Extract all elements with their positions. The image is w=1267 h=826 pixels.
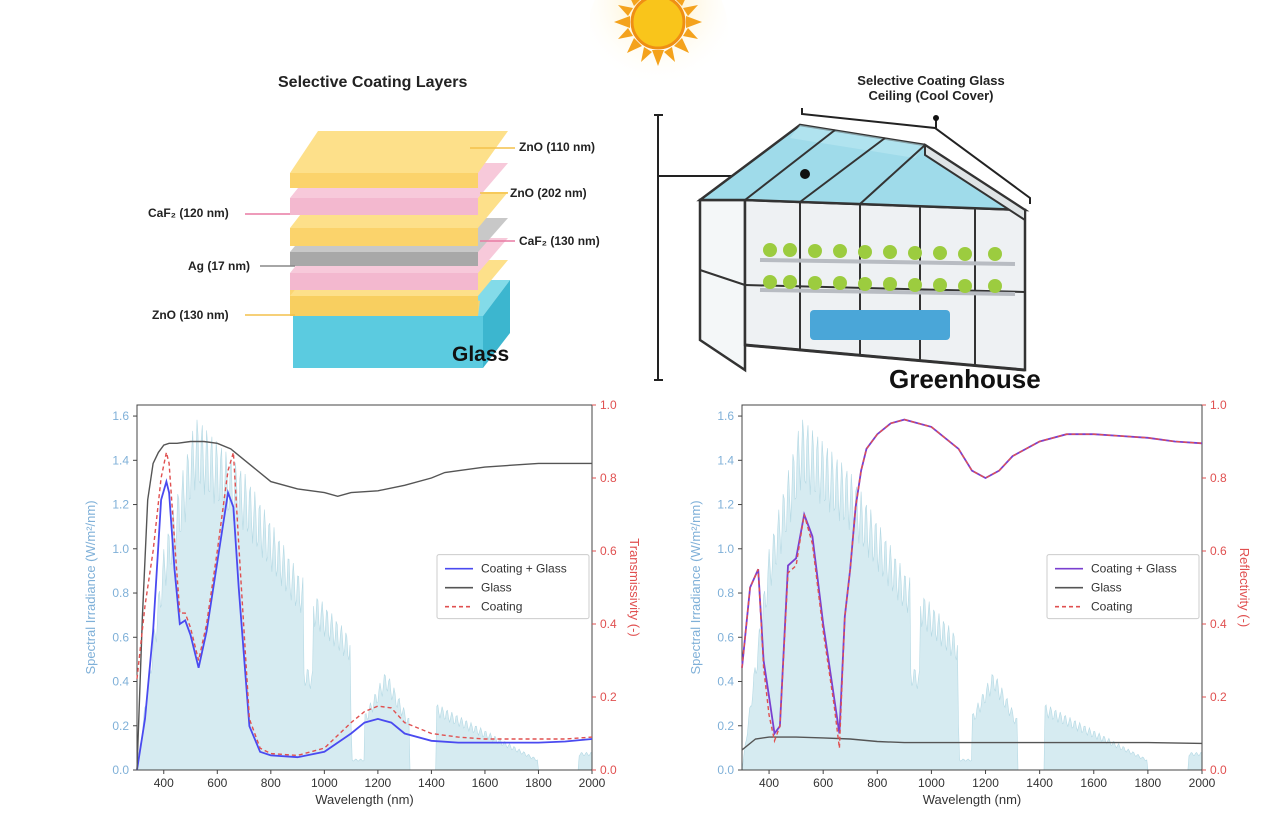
series-line-coating bbox=[741, 418, 1203, 749]
label-glass: Glass bbox=[452, 343, 510, 366]
y-left-tick-label: 0.0 bbox=[112, 763, 129, 777]
y-left-tick-label: 0.2 bbox=[717, 719, 734, 733]
y-right-tick-label: 0.2 bbox=[1210, 690, 1227, 704]
x-tick-label: 2000 bbox=[579, 776, 606, 790]
y-right-tick-label: 0.8 bbox=[600, 471, 617, 485]
greenhouse-illustration bbox=[696, 108, 1031, 373]
sun-icon bbox=[590, 0, 728, 100]
layer-caf2-120 bbox=[290, 198, 478, 215]
layer-stack bbox=[245, 131, 515, 368]
y-right-tick-label: 0.4 bbox=[600, 617, 617, 631]
x-tick-label: 1600 bbox=[1080, 776, 1107, 790]
label-caf2-130: CaF₂ (130 nm) bbox=[519, 234, 600, 248]
x-tick-label: 800 bbox=[261, 776, 281, 790]
y-right-tick-label: 0.6 bbox=[1210, 544, 1227, 558]
layer-zno-110 bbox=[290, 173, 478, 188]
legend-box bbox=[1046, 554, 1200, 620]
y-left-tick-label: 1.4 bbox=[717, 453, 734, 467]
series-line-coating-glass bbox=[136, 478, 593, 771]
legend-box bbox=[436, 554, 590, 620]
legend-entry: Glass bbox=[1091, 581, 1122, 595]
y-right-tick-label: 1.0 bbox=[600, 398, 617, 412]
x-tick-label: 1400 bbox=[418, 776, 445, 790]
y-right-tick-label: 0.0 bbox=[600, 763, 617, 777]
y-left-tick-label: 0.6 bbox=[717, 630, 734, 644]
reflectivity-chart: 400 600 800 1000 1200 1400 1600 1800 20000.00.20… bbox=[688, 398, 1252, 807]
layer-ag bbox=[290, 252, 478, 266]
series-line-coating bbox=[136, 452, 593, 757]
y-left-axis-label: Spectral Irradiance (W/m²/nm) bbox=[83, 500, 98, 674]
y-left-tick-label: 0.8 bbox=[717, 586, 734, 600]
y-left-tick-label: 1.6 bbox=[112, 409, 129, 423]
label-caf2-120: CaF₂ (120 nm) bbox=[148, 206, 229, 220]
y-right-tick-label: 1.0 bbox=[1210, 398, 1227, 412]
x-tick-label: 1800 bbox=[1135, 776, 1162, 790]
y-left-tick-label: 0.8 bbox=[112, 586, 129, 600]
x-tick-label: 1000 bbox=[918, 776, 945, 790]
y-left-tick-label: 1.0 bbox=[112, 542, 129, 556]
y-left-tick-label: 1.4 bbox=[112, 453, 129, 467]
legend-entry: Coating bbox=[1091, 600, 1132, 614]
legend-entry: Coating bbox=[481, 600, 522, 614]
y-left-tick-label: 1.2 bbox=[112, 498, 129, 512]
y-left-tick-label: 0.4 bbox=[112, 675, 129, 689]
ceiling-label: Selective Coating Glass Ceiling (Cool Co… bbox=[836, 73, 1026, 103]
x-axis-label: Wavelength (nm) bbox=[315, 792, 414, 807]
y-right-tick-label: 0.4 bbox=[1210, 617, 1227, 631]
y-right-axis-label: Reflectivity (-) bbox=[1237, 548, 1252, 627]
y-right-tick-label: 0.6 bbox=[600, 544, 617, 558]
layer-caf2-130 bbox=[290, 273, 478, 290]
series-line-coating-glass bbox=[741, 418, 1203, 736]
x-tick-label: 2000 bbox=[1189, 776, 1216, 790]
plot-frame bbox=[741, 404, 1203, 771]
x-tick-label: 400 bbox=[759, 776, 779, 790]
x-tick-label: 1200 bbox=[972, 776, 999, 790]
y-left-tick-label: 0.0 bbox=[717, 763, 734, 777]
y-right-tick-label: 0.0 bbox=[1210, 763, 1227, 777]
layers-title: Selective Coating Layers bbox=[278, 74, 468, 91]
label-zno-130: ZnO (130 nm) bbox=[152, 308, 229, 322]
y-left-tick-label: 0.2 bbox=[112, 719, 129, 733]
transmissivity-chart: 400 600 800 1000 1200 1400 1600 1800 20000.00.20… bbox=[83, 398, 642, 807]
greenhouse-title: Greenhouse bbox=[889, 364, 1041, 394]
plant-row bbox=[763, 243, 1002, 293]
layer-zno-202 bbox=[290, 228, 478, 246]
ceiling-label-line2: Ceiling (Cool Cover) bbox=[868, 88, 994, 103]
series-line-glass bbox=[136, 440, 592, 771]
legend-entry: Glass bbox=[481, 581, 512, 595]
x-tick-label: 1400 bbox=[1026, 776, 1053, 790]
x-tick-label: 1000 bbox=[311, 776, 338, 790]
plot-frame bbox=[136, 404, 593, 771]
y-right-axis-label: Transmissivity (-) bbox=[627, 538, 642, 636]
x-tick-label: 1200 bbox=[365, 776, 392, 790]
x-tick-label: 600 bbox=[813, 776, 833, 790]
x-tick-label: 800 bbox=[867, 776, 887, 790]
y-right-tick-label: 0.2 bbox=[600, 690, 617, 704]
legend-entry: Coating + Glass bbox=[1091, 562, 1177, 576]
ceiling-label-line1: Selective Coating Glass bbox=[857, 73, 1005, 88]
solar-spectrum-area bbox=[136, 419, 593, 771]
y-left-tick-label: 1.6 bbox=[717, 409, 734, 423]
label-zno-110: ZnO (110 nm) bbox=[519, 140, 596, 154]
legend-entry: Coating + Glass bbox=[481, 562, 567, 576]
y-left-tick-label: 0.6 bbox=[112, 630, 129, 644]
solar-spectrum-area bbox=[741, 419, 1203, 771]
label-zno-202: ZnO (202 nm) bbox=[510, 186, 587, 200]
x-tick-label: 400 bbox=[154, 776, 174, 790]
water-tank bbox=[810, 310, 950, 340]
x-tick-label: 600 bbox=[207, 776, 227, 790]
y-left-tick-label: 1.2 bbox=[717, 498, 734, 512]
x-tick-label: 1800 bbox=[525, 776, 552, 790]
label-ag: Ag (17 nm) bbox=[188, 259, 251, 273]
y-left-tick-label: 0.4 bbox=[717, 675, 734, 689]
x-tick-label: 1600 bbox=[472, 776, 499, 790]
x-axis-label: Wavelength (nm) bbox=[923, 792, 1022, 807]
y-left-axis-label: Spectral Irradiance (W/m²/nm) bbox=[688, 500, 703, 674]
y-right-tick-label: 0.8 bbox=[1210, 471, 1227, 485]
y-left-tick-label: 1.0 bbox=[717, 542, 734, 556]
